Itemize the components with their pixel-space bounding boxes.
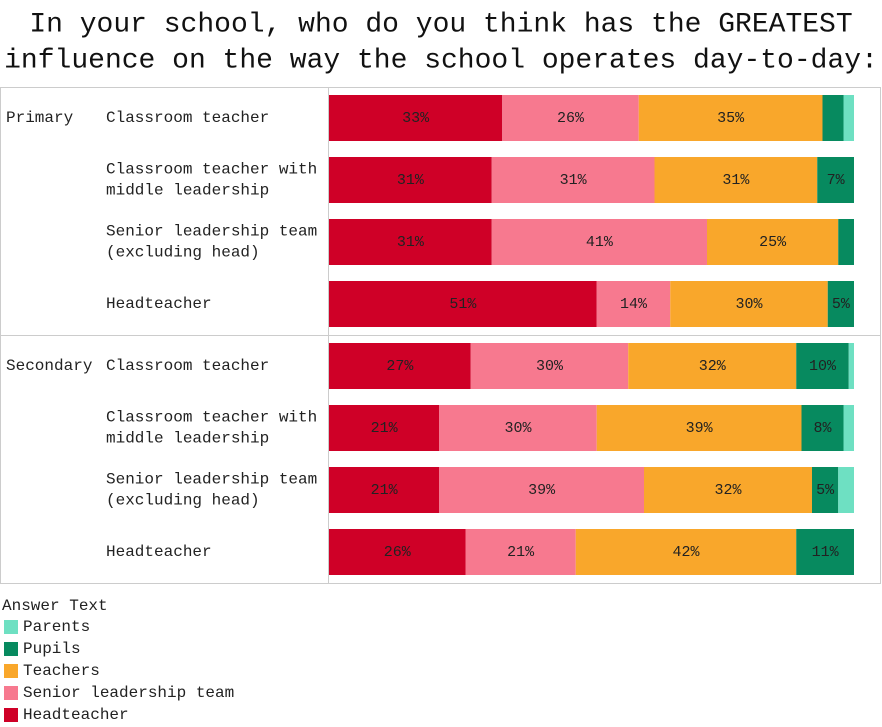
bar-segment [439,405,597,451]
legend-swatch [4,708,18,722]
group-label: Secondary [6,357,93,375]
data-label: 35% [717,110,745,127]
bar-segment [654,157,818,203]
data-label: 10% [809,358,837,375]
bar-segment [843,405,854,451]
legend-swatch [4,664,18,678]
bar-segment [796,343,849,389]
bar-segment [575,529,797,575]
bar-segment [329,95,503,141]
data-label: 30% [536,358,564,375]
y-tick-label: Classroom teacher with [106,161,317,179]
data-label: 7% [827,172,846,189]
bar-segment [822,95,844,141]
bar-segment [628,343,797,389]
legend-swatch [4,620,18,634]
y-tick-label: (excluding head) [106,492,260,510]
bar-segment [838,219,854,265]
y-tick-label: (excluding head) [106,244,260,262]
legend-label: Headteacher [23,706,129,724]
data-label: 32% [699,358,727,375]
legend-label: Teachers [23,662,100,680]
bar-segment [596,281,671,327]
bar-segment [491,157,655,203]
data-label: 5% [816,482,835,499]
bar-segment [644,467,812,513]
data-label: 39% [528,482,556,499]
data-label: 41% [586,234,614,251]
data-label: 14% [620,296,648,313]
bar-segment [502,95,639,141]
legend-label: Senior leadership team [23,684,234,702]
bar-segment [329,219,492,265]
bar-segment [329,405,440,451]
legend-swatch [4,642,18,656]
y-tick-label: Senior leadership team [106,471,317,489]
data-label: 32% [714,482,742,499]
data-label: 26% [557,110,585,127]
bar-segment [596,405,802,451]
chart-title: In your school, who do you think has the… [29,9,852,40]
data-label: 25% [759,234,787,251]
data-label: 31% [722,172,750,189]
bar-segment [329,467,440,513]
data-label: 31% [397,234,425,251]
legend-title: Answer Text [2,597,108,615]
bar-segment [801,405,844,451]
bar-segment [707,219,839,265]
bar-segment [827,281,854,327]
data-label: 31% [397,172,425,189]
bar-segment [491,219,707,265]
chart-title: influence on the way the school operates… [4,45,878,76]
bar-segment [638,95,823,141]
y-tick-label: Classroom teacher [106,357,269,375]
bar-segment [329,281,597,327]
bar-segment [439,467,644,513]
data-label: 5% [832,296,851,313]
data-label: 31% [560,172,588,189]
y-tick-label: Headteacher [106,543,212,561]
y-tick-label: Classroom teacher [106,109,269,127]
group-label: Primary [6,109,74,127]
y-tick-label: Classroom teacher with [106,409,317,427]
data-label: 30% [735,296,763,313]
bar-segment [670,281,828,327]
legend-label: Parents [23,618,90,636]
data-label: 39% [686,420,714,437]
y-tick-label: middle leadership [106,430,269,448]
y-tick-label: middle leadership [106,182,269,200]
legend-label: Pupils [23,640,81,658]
bar-segment [843,95,854,141]
bar-segment [329,157,492,203]
bar-segment [796,529,854,575]
data-label: 30% [504,420,532,437]
data-label: 8% [813,420,832,437]
bar-segment [329,343,471,389]
legend-swatch [4,686,18,700]
bar-segment [817,157,854,203]
data-label: 51% [449,296,477,313]
data-label: 42% [672,544,700,561]
data-label: 11% [812,544,840,561]
y-tick-label: Headteacher [106,295,212,313]
bar-segment [838,467,854,513]
y-tick-label: Senior leadership team [106,223,317,241]
bar-segment [465,529,576,575]
data-label: 21% [507,544,535,561]
bar-segment [329,529,466,575]
data-label: 21% [371,482,399,499]
data-label: 26% [384,544,412,561]
data-label: 33% [402,110,430,127]
bar-segment [812,467,839,513]
data-label: 21% [371,420,399,437]
bar-segment [470,343,629,389]
bar-segment [848,343,854,389]
data-label: 27% [386,358,414,375]
